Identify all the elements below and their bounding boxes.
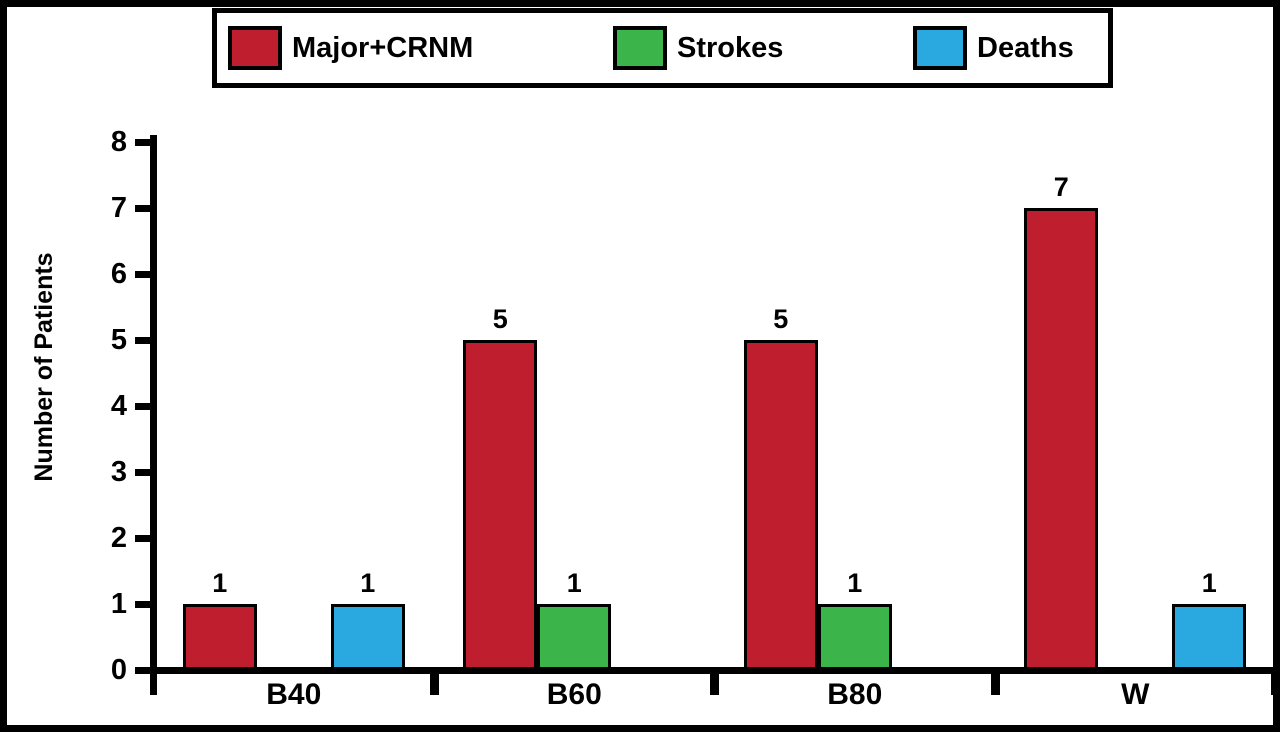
- legend-swatch-major-crnm: [228, 26, 282, 70]
- legend-item-strokes: Strokes: [613, 13, 783, 83]
- bar-major-crnm-w: [1024, 208, 1099, 673]
- y-tick-label-1: 1: [110, 588, 127, 620]
- y-tick-5: [135, 337, 154, 344]
- y-tick-8: [135, 139, 154, 146]
- bar-value-label-major-crnm-b40: 1: [212, 568, 228, 598]
- y-tick-4: [135, 403, 154, 410]
- y-tick-label-3: 3: [110, 456, 127, 488]
- bar-value-label-major-crnm-w: 7: [1053, 172, 1069, 202]
- x-axis-line: [150, 667, 1273, 674]
- bar-strokes-b60: [537, 604, 612, 673]
- x-category-label-w: W: [1121, 678, 1150, 711]
- chart-legend: Major+CRNM Strokes Deaths: [212, 8, 1113, 88]
- bar-value-label-deaths-w: 1: [1201, 568, 1217, 598]
- bar-deaths-b40: [330, 604, 405, 673]
- bar-strokes-b80: [817, 604, 892, 673]
- x-category-label-b80: B80: [827, 678, 883, 711]
- bar-value-label-strokes-b80: 1: [847, 568, 863, 598]
- y-tick-label-4: 4: [110, 390, 127, 422]
- bar-value-label-deaths-b40: 1: [360, 568, 376, 598]
- legend-item-major-crnm: Major+CRNM: [228, 13, 473, 83]
- y-axis-line: [150, 135, 157, 695]
- x-tick-2: [710, 671, 719, 695]
- x-tick-3: [990, 671, 1000, 695]
- y-axis-title: Number of Patients: [30, 252, 58, 482]
- y-tick-label-6: 6: [110, 258, 127, 290]
- bar-value-label-strokes-b60: 1: [566, 568, 582, 598]
- x-tick-1: [429, 671, 439, 695]
- y-tick-label-5: 5: [110, 324, 127, 356]
- legend-swatch-deaths: [913, 26, 967, 70]
- bar-value-label-major-crnm-b60: 5: [492, 304, 508, 334]
- bar-value-label-major-crnm-b80: 5: [773, 304, 789, 334]
- y-tick-label-0: 0: [110, 654, 127, 686]
- bar-major-crnm-b40: [182, 604, 257, 673]
- y-tick-label-7: 7: [110, 192, 127, 224]
- y-tick-6: [135, 271, 154, 278]
- y-tick-3: [135, 469, 154, 476]
- x-category-label-b60: B60: [546, 678, 602, 711]
- y-tick-2: [135, 535, 154, 542]
- y-tick-7: [135, 205, 154, 212]
- bar-deaths-w: [1172, 604, 1247, 673]
- bar-major-crnm-b80: [743, 340, 818, 673]
- legend-label-strokes: Strokes: [677, 32, 784, 64]
- x-tick-4: [1271, 671, 1273, 695]
- legend-item-deaths: Deaths: [913, 13, 1074, 83]
- y-tick-label-8: 8: [110, 126, 127, 158]
- y-tick-1: [135, 601, 154, 608]
- y-tick-label-2: 2: [110, 522, 127, 554]
- legend-label-deaths: Deaths: [977, 32, 1074, 64]
- x-category-label-b40: B40: [266, 678, 322, 711]
- bar-major-crnm-b60: [463, 340, 538, 673]
- legend-swatch-strokes: [613, 26, 667, 70]
- legend-label-major-crnm: Major+CRNM: [292, 32, 474, 64]
- y-tick-0: [135, 667, 154, 674]
